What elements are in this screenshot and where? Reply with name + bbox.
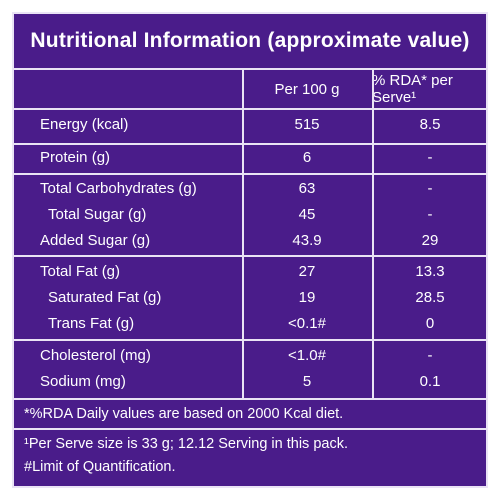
row-label: Sodium (mg) — [40, 373, 126, 390]
row-label: Saturated Fat (g) — [48, 289, 162, 306]
header-rda-per-serve: % RDA* per Serve¹ — [372, 72, 453, 106]
rda-value: 28.5 — [415, 289, 445, 306]
divider — [14, 339, 486, 341]
table-row: Trans Fat (g) <0.1# 0 — [14, 311, 486, 337]
table-row: Saturated Fat (g) 19 28.5 — [14, 285, 486, 311]
row-label: Protein (g) — [40, 149, 111, 166]
divider — [14, 173, 486, 175]
table-row: Total Sugar (g) 45 - — [14, 202, 486, 228]
rda-value: - — [427, 347, 433, 364]
per-100g-value: 63 — [298, 180, 316, 197]
rda-value: - — [427, 206, 433, 223]
rda-value: - — [427, 149, 433, 166]
table-row: Energy (kcal) 515 8.5 — [14, 112, 486, 138]
divider — [14, 255, 486, 257]
column-divider — [242, 70, 244, 398]
per-100g-value: <1.0# — [288, 347, 326, 364]
per-100g-value: 5 — [302, 373, 312, 390]
table-row: Total Carbohydrates (g) 63 - — [14, 176, 486, 202]
table-row: Cholesterol (mg) <1.0# - — [14, 343, 486, 369]
table-title: Nutritional Information (approximate val… — [14, 14, 486, 70]
rda-value: 13.3 — [415, 263, 445, 280]
table-row: Protein (g) 6 - — [14, 145, 486, 171]
rda-value: 0 — [425, 315, 435, 332]
table-row: Added Sugar (g) 43.9 29 — [14, 228, 486, 254]
rda-value: 8.5 — [419, 116, 441, 133]
row-label: Added Sugar (g) — [40, 232, 151, 249]
divider — [14, 143, 486, 145]
divider — [14, 398, 486, 400]
table-row: Total Fat (g) 27 13.3 — [14, 259, 486, 285]
divider — [14, 428, 486, 430]
per-100g-value: 27 — [298, 263, 316, 280]
per-100g-value: 515 — [294, 116, 320, 133]
rda-value: 29 — [421, 232, 439, 249]
row-label: Trans Fat (g) — [48, 315, 135, 332]
divider — [14, 108, 486, 110]
column-divider — [372, 70, 374, 398]
row-label: Energy (kcal) — [40, 116, 129, 133]
rda-value: 0.1 — [419, 373, 441, 390]
serve-footnote: ¹Per Serve size is 33 g; 12.12 Serving i… — [24, 436, 348, 452]
row-label: Total Sugar (g) — [48, 206, 147, 223]
per-100g-value: 19 — [298, 289, 316, 306]
per-100g-value: <0.1# — [288, 315, 326, 332]
per-100g-value: 6 — [302, 149, 312, 166]
row-label: Total Carbohydrates (g) — [40, 180, 197, 197]
nutrition-table: Nutritional Information (approximate val… — [12, 12, 488, 488]
limit-footnote: #Limit of Quantification. — [24, 459, 176, 475]
per-100g-value: 45 — [298, 206, 316, 223]
header-per-100g: Per 100 g — [274, 80, 340, 98]
per-100g-value: 43.9 — [292, 232, 322, 249]
row-label: Cholesterol (mg) — [40, 347, 151, 364]
row-label: Total Fat (g) — [40, 263, 121, 280]
rda-footnote: *%RDA Daily values are based on 2000 Kca… — [24, 406, 344, 422]
rda-value: - — [427, 180, 433, 197]
table-row: Sodium (mg) 5 0.1 — [14, 369, 486, 395]
